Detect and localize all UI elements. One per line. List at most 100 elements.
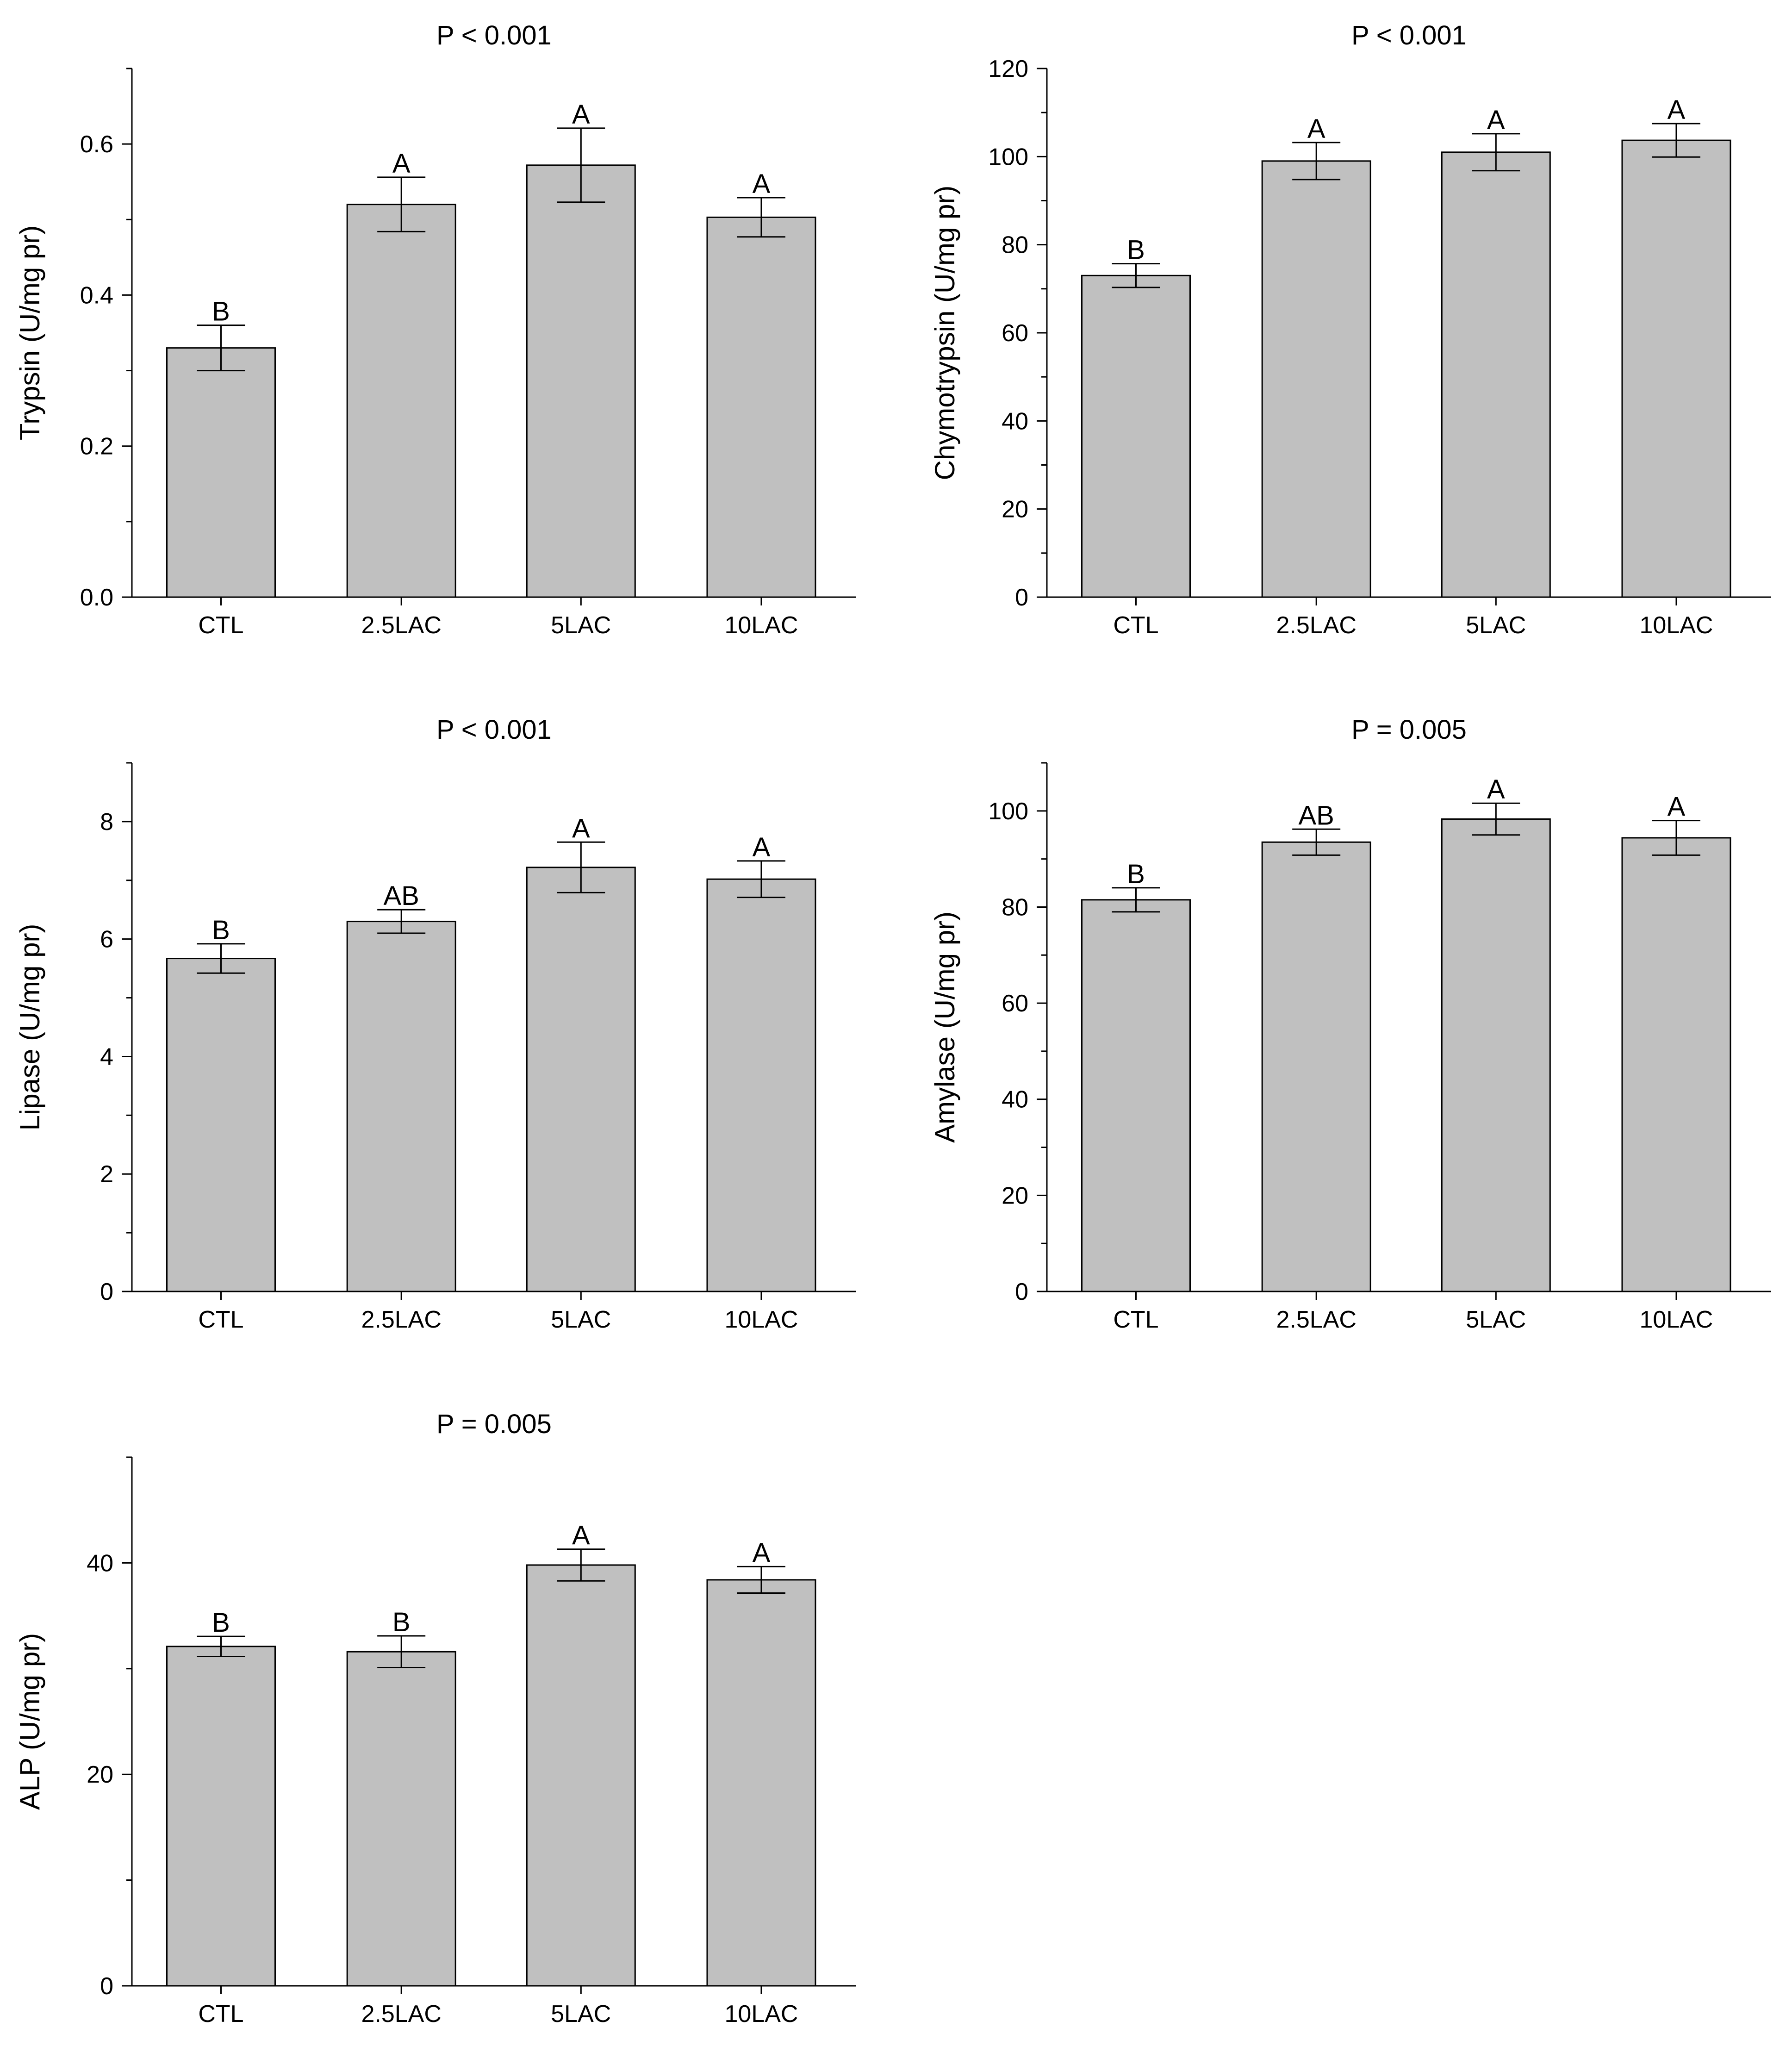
y-tick-label: 0.6 [80,131,113,158]
significance-letter: A [572,1521,590,1551]
significance-letter: A [392,149,411,179]
y-tick-label: 0.2 [80,433,113,460]
bar-5LAC [526,1564,636,1987]
bar-5LAC [1441,818,1551,1292]
y-tick-label: 0 [100,1973,113,2000]
y-tick-label: 4 [100,1043,113,1070]
y-tick-label: 80 [1002,894,1028,921]
significance-letter: A [1668,95,1686,125]
y-tick-label: 40 [1002,408,1028,435]
x-tick-label: 10LAC [724,1306,798,1333]
significance-letter: A [1487,105,1505,135]
significance-letter: A [1668,792,1686,822]
y-tick-label: 20 [1002,1182,1028,1209]
bar-10LAC [1621,837,1731,1292]
y-axis-label: Chymotrypsin (U/mg pr) [929,186,960,480]
significance-letter: B [212,297,230,327]
significance-letter: B [212,1608,230,1638]
y-tick-label: 120 [988,56,1028,82]
x-tick-label: 10LAC [1639,612,1713,639]
x-tick-label: 10LAC [724,612,798,639]
y-tick-label: 8 [100,809,113,836]
x-tick-label: CTL [1113,612,1158,639]
bar-10LAC [706,216,816,598]
x-tick-label: 5LAC [1466,612,1526,639]
x-tick-label: CTL [1113,1306,1158,1333]
bar-CTL [166,347,276,598]
y-tick-label: 0.4 [80,282,113,309]
x-tick-label: CTL [198,1306,243,1333]
y-tick-label: 60 [1002,320,1028,347]
y-tick-label: 60 [1002,990,1028,1017]
bar-10LAC [1621,139,1731,598]
x-tick-label: 5LAC [551,612,611,639]
y-tick-label: 0 [1015,584,1028,611]
x-tick-label: 2.5LAC [361,612,441,639]
chart-title: P < 0.001 [436,715,552,745]
y-axis-label: Trypsin (U/mg pr) [14,225,45,440]
chart-panel-3: P < 0.001 B CTL AB 2.5LAC A 5LAC A 10LAC 0 2 4 6 8 Lip… [14,715,856,1333]
bar-2.5LAC [346,921,456,1292]
significance-letter: B [212,915,230,945]
significance-letter: A [1487,774,1505,805]
significance-letter: A [753,1538,771,1568]
significance-letter: A [572,100,590,130]
y-tick-label: 2 [100,1161,113,1188]
significance-letter: B [1127,859,1145,889]
x-tick-label: 2.5LAC [361,2001,441,2027]
bar-2.5LAC [1261,841,1371,1292]
x-tick-label: 2.5LAC [361,1306,441,1333]
y-tick-label: 40 [87,1550,113,1577]
x-tick-label: 2.5LAC [1276,612,1356,639]
chart-title: P = 0.005 [436,1409,552,1439]
x-tick-label: 10LAC [1639,1306,1713,1333]
y-tick-label: 0 [100,1279,113,1305]
y-axis-label: Lipase (U/mg pr) [14,924,45,1131]
significance-letter: B [392,1607,411,1637]
x-tick-label: CTL [198,2001,243,2027]
x-tick-label: 5LAC [551,2001,611,2027]
bar-5LAC [526,867,636,1292]
chart-title: P < 0.001 [1351,20,1467,50]
bar-CTL [1081,274,1191,598]
significance-letter: A [1307,114,1325,144]
significance-letter: A [753,169,771,199]
y-axis-label: Amylase (U/mg pr) [929,911,960,1143]
bar-CTL [166,958,276,1292]
y-tick-label: 20 [87,1761,113,1788]
bar-CTL [166,1646,276,1987]
significance-letter: AB [1298,800,1334,830]
y-tick-label: 100 [988,143,1028,170]
y-tick-label: 20 [1002,496,1028,523]
significance-letter: A [572,813,590,843]
bar-2.5LAC [1261,160,1371,598]
x-tick-label: 5LAC [1466,1306,1526,1333]
y-tick-label: 6 [100,926,113,953]
chart-panel-4: P = 0.005 B CTL AB 2.5LAC A 5LAC A 10LAC 0 20 40 60 8… [929,715,1771,1333]
bar-10LAC [706,878,816,1292]
y-tick-label: 0 [1015,1279,1028,1305]
y-axis-label: ALP (U/mg pr) [14,1633,45,1810]
x-tick-label: 2.5LAC [1276,1306,1356,1333]
chart-title: P = 0.005 [1351,715,1467,745]
bar-10LAC [706,1579,816,1987]
significance-letter: A [753,832,771,862]
y-tick-label: 40 [1002,1086,1028,1113]
y-tick-label: 80 [1002,232,1028,259]
chart-panel-5: P = 0.005 B CTL B 2.5LAC A 5LAC A 10LAC 0 20 40 ALP … [14,1409,856,2027]
chart-panel-2: P < 0.001 B CTL A 2.5LAC A 5LAC A 10LAC 0 20 40 60 80… [929,20,1771,639]
chart-panel-1: P < 0.001 B CTL A 2.5LAC A 5LAC A 10LAC 0.0 0.2 0.4… [14,20,856,639]
chart-title: P < 0.001 [436,20,552,50]
bar-5LAC [1441,151,1551,598]
y-tick-label: 0.0 [80,584,113,611]
bar-5LAC [526,164,636,598]
x-tick-label: 5LAC [551,1306,611,1333]
bar-2.5LAC [346,204,456,598]
bar-CTL [1081,899,1191,1292]
bar-2.5LAC [346,1651,456,1987]
x-tick-label: 10LAC [724,2001,798,2027]
significance-letter: AB [383,881,419,911]
significance-letter: B [1127,235,1145,265]
